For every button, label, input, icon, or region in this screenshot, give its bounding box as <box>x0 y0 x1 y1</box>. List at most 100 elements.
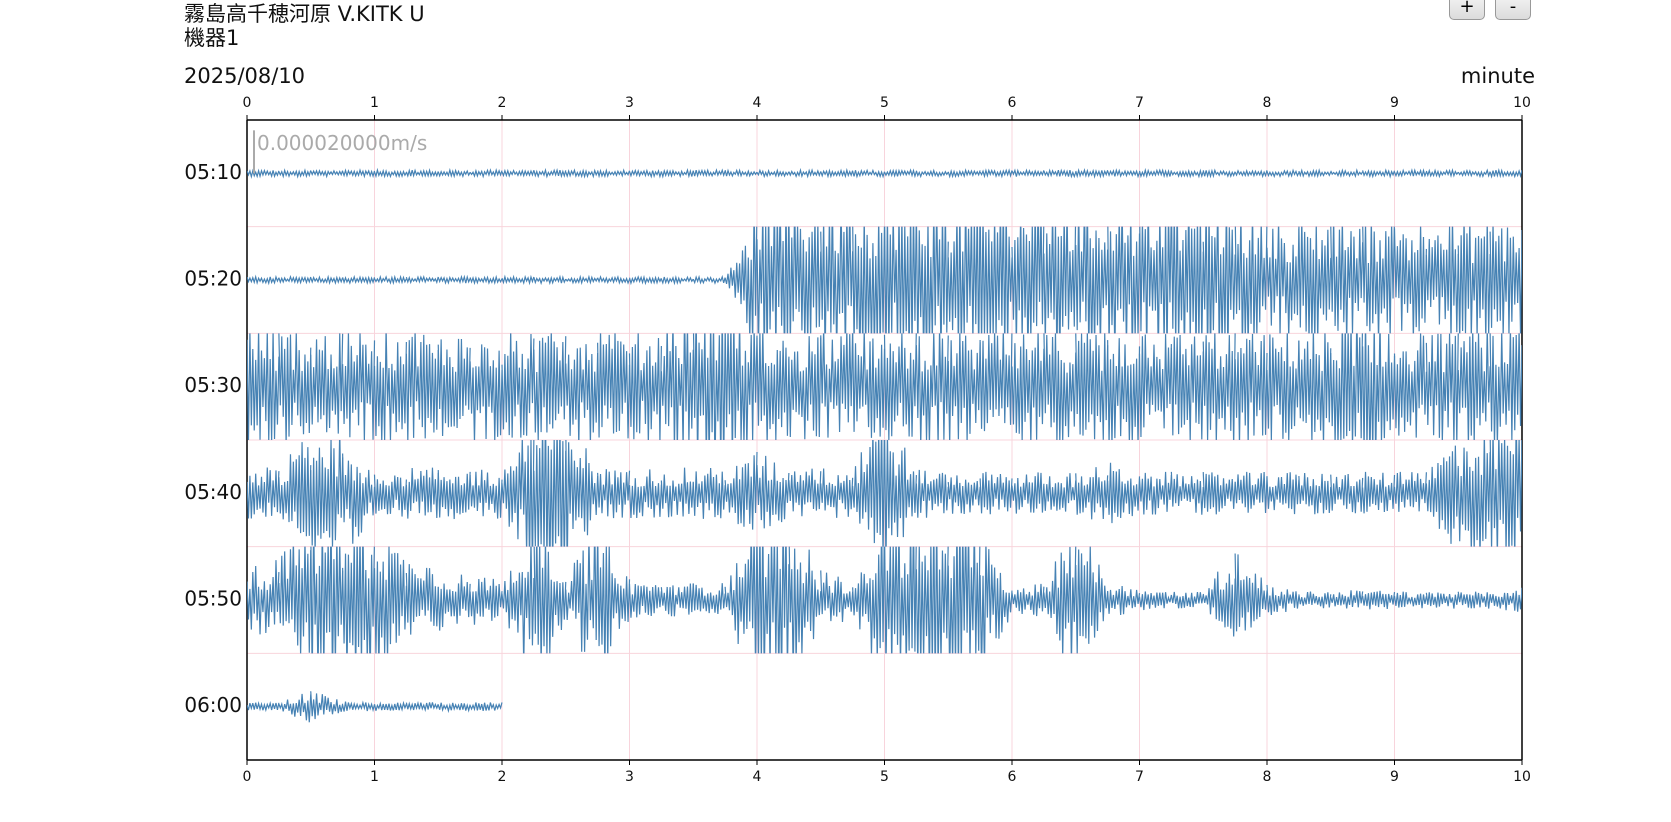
trace-segment <box>1362 168 1396 179</box>
trace-segment <box>660 583 694 617</box>
trace-segment <box>597 469 631 519</box>
row-time-label: 06:00 <box>184 693 242 717</box>
trace <box>247 546 1522 654</box>
trace-segment <box>1170 471 1204 515</box>
trace-segment <box>247 560 280 635</box>
trace <box>247 691 503 723</box>
x-tick-label: 4 <box>753 769 762 785</box>
zoom-out-button[interactable]: - <box>1495 0 1531 20</box>
trace-segment <box>1043 546 1077 654</box>
trace-segment <box>1075 168 1109 179</box>
trace-segment <box>1234 226 1268 334</box>
trace-segment <box>1075 546 1109 654</box>
x-tick-label: 7 <box>1135 95 1144 111</box>
trace-segment <box>1266 168 1300 179</box>
trace-segment <box>947 168 981 179</box>
trace-segment <box>1425 226 1459 334</box>
trace-segment <box>1425 592 1459 609</box>
trace-segment <box>1457 333 1491 441</box>
x-tick-label: 5 <box>880 95 889 111</box>
trace-segment <box>820 333 854 438</box>
trace-segment <box>1457 591 1491 609</box>
trace-segment <box>1489 168 1522 179</box>
trace-segment <box>852 333 886 438</box>
row-time-label: 05:20 <box>184 267 242 291</box>
trace-segment <box>1170 335 1204 441</box>
trace-segment <box>1011 583 1045 617</box>
trace-segment <box>788 546 822 654</box>
x-tick-label: 2 <box>498 769 507 785</box>
trace-segment <box>756 226 790 334</box>
trace <box>247 167 1522 179</box>
trace-segment <box>597 546 631 654</box>
trace-segment <box>342 333 376 441</box>
trace-segment <box>1107 462 1141 524</box>
trace-segment <box>533 546 567 654</box>
row-time-label: 05:30 <box>184 373 242 397</box>
trace-segment <box>788 226 822 334</box>
trace-segment <box>1489 226 1522 334</box>
trace-segment <box>373 546 407 654</box>
trace-segment <box>1330 226 1364 334</box>
trace-segment <box>979 168 1013 179</box>
trace-segment <box>628 274 662 286</box>
trace-segment <box>1489 587 1522 612</box>
trace-segment <box>1393 168 1427 178</box>
trace-segment <box>501 274 535 286</box>
trace-segment <box>247 274 280 286</box>
trace-segment <box>979 471 1013 515</box>
trace-segment <box>278 442 312 537</box>
trace-segment <box>788 167 822 179</box>
trace-segment <box>278 274 312 285</box>
trace-segment <box>405 167 439 178</box>
trace-segment <box>1138 167 1172 179</box>
trace-segment <box>1362 590 1396 610</box>
trace-segment <box>1298 333 1332 441</box>
trace-segment <box>915 469 949 518</box>
trace-segment <box>1266 226 1300 334</box>
trace-segment <box>1362 333 1396 441</box>
trace-segment <box>1457 226 1491 334</box>
trace-segment <box>692 467 726 519</box>
trace-segment <box>660 467 694 518</box>
trace-segment <box>1202 571 1236 637</box>
trace-segment <box>1202 333 1236 441</box>
trace-segment <box>947 333 981 441</box>
trace-segment <box>469 702 503 712</box>
trace-segment <box>1266 333 1300 441</box>
device-label: 機器1 <box>184 26 240 50</box>
x-tick-label: 5 <box>880 769 889 785</box>
trace-segment <box>501 333 535 438</box>
trace-segment <box>756 168 790 179</box>
trace-segment <box>915 333 949 441</box>
trace-segment <box>1298 591 1332 609</box>
x-tick-label: 10 <box>1513 95 1531 111</box>
trace-segment <box>1362 226 1395 334</box>
x-tick-label: 3 <box>625 769 634 785</box>
trace-segment <box>628 333 662 441</box>
x-tick-label: 8 <box>1263 769 1272 785</box>
trace-segment <box>1298 472 1332 515</box>
trace-segment <box>437 167 471 179</box>
trace-segment <box>1043 226 1077 334</box>
trace-segment <box>1489 440 1522 547</box>
trace-segment <box>1457 168 1491 179</box>
trace-segment <box>405 700 439 713</box>
trace-segment <box>1075 226 1109 334</box>
row-time-label: 05:50 <box>184 587 242 611</box>
x-tick-label: 1 <box>370 769 379 785</box>
trace-segment <box>565 440 599 547</box>
trace-segment <box>660 333 694 441</box>
trace-segment <box>373 167 407 179</box>
trace-segment <box>1075 467 1109 520</box>
trace-segment <box>437 702 471 714</box>
x-tick-label: 10 <box>1513 769 1531 785</box>
trace <box>247 440 1522 547</box>
x-tick-label: 9 <box>1390 95 1399 111</box>
trace-segment <box>1138 471 1172 515</box>
trace-segment <box>660 274 694 286</box>
trace-segment <box>310 546 344 654</box>
trace-segment <box>437 274 471 285</box>
zoom-in-button[interactable]: + <box>1449 0 1485 20</box>
